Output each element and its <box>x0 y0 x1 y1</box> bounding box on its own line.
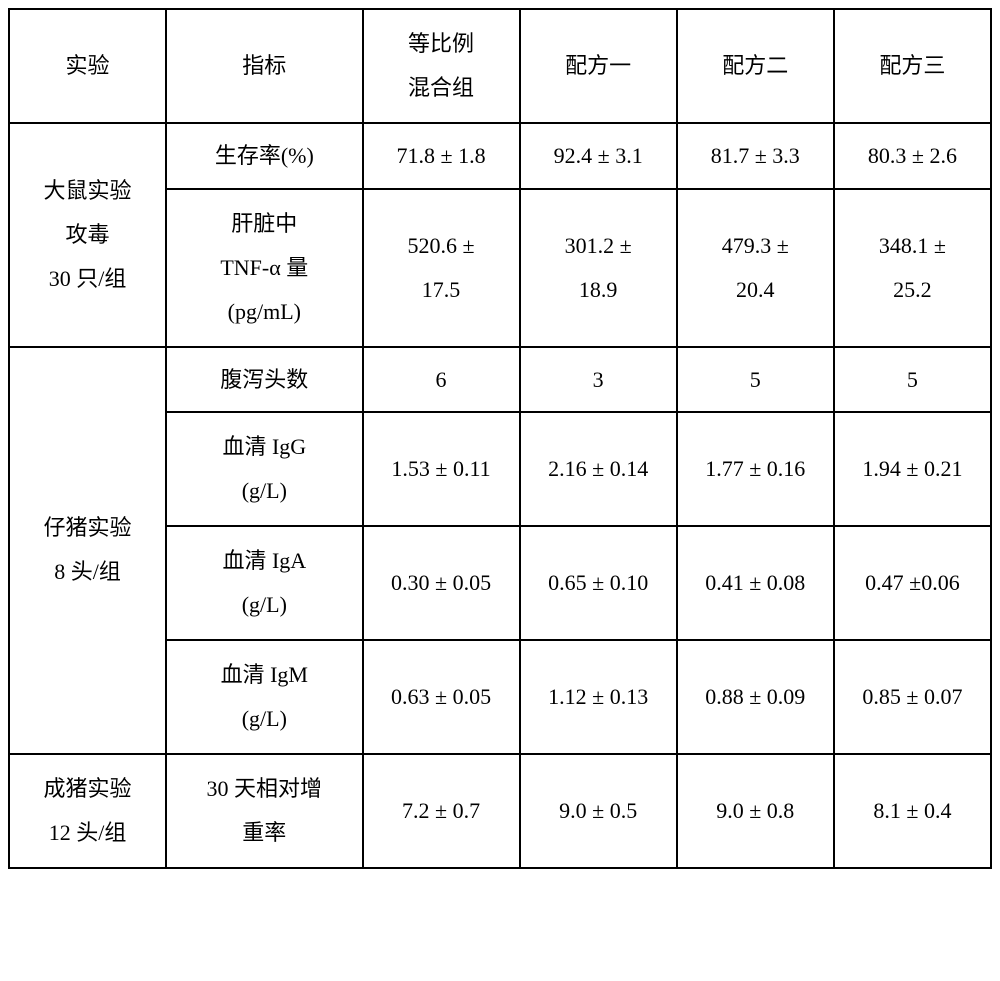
group-adult-pig-label: 成猪实验 12 头/组 <box>9 754 166 868</box>
header-experiment: 实验 <box>9 9 166 123</box>
cell-value: 1.94 ± 0.21 <box>834 412 991 526</box>
label-line: 大鼠实验 <box>44 178 132 203</box>
cell-value: 348.1 ± 25.2 <box>834 189 991 347</box>
value-line: 479.3 ± <box>722 233 789 258</box>
cell-value: 5 <box>677 347 834 413</box>
cell-value: 1.77 ± 0.16 <box>677 412 834 526</box>
value-line: 25.2 <box>893 277 932 302</box>
indicator-igm: 血清 IgM (g/L) <box>166 640 362 754</box>
cell-value: 80.3 ± 2.6 <box>834 123 991 189</box>
indicator-line: (g/L) <box>242 592 287 617</box>
table-row: 成猪实验 12 头/组 30 天相对增 重率 7.2 ± 0.7 9.0 ± 0… <box>9 754 991 868</box>
label-line: 30 只/组 <box>49 266 127 291</box>
cell-value: 7.2 ± 0.7 <box>363 754 520 868</box>
indicator-line: 血清 IgG <box>222 434 306 459</box>
cell-value: 2.16 ± 0.14 <box>520 412 677 526</box>
cell-value: 9.0 ± 0.5 <box>520 754 677 868</box>
header-formula-2: 配方二 <box>677 9 834 123</box>
label-line: 成猪实验 <box>44 776 132 801</box>
header-formula-3: 配方三 <box>834 9 991 123</box>
cell-value: 0.41 ± 0.08 <box>677 526 834 640</box>
indicator-line: (pg/mL) <box>228 299 301 324</box>
value-line: 348.1 ± <box>879 233 946 258</box>
header-formula-1: 配方一 <box>520 9 677 123</box>
value-line: 17.5 <box>422 277 461 302</box>
header-equal-ratio: 等比例 混合组 <box>363 9 520 123</box>
indicator-igg: 血清 IgG (g/L) <box>166 412 362 526</box>
cell-value: 5 <box>834 347 991 413</box>
cell-value: 0.30 ± 0.05 <box>363 526 520 640</box>
label-line: 12 头/组 <box>49 820 127 845</box>
label-line: 8 头/组 <box>54 559 121 584</box>
header-line: 等比例 <box>408 31 474 56</box>
cell-value: 0.85 ± 0.07 <box>834 640 991 754</box>
cell-value: 9.0 ± 0.8 <box>677 754 834 868</box>
indicator-line: 重率 <box>242 820 286 845</box>
cell-value: 301.2 ± 18.9 <box>520 189 677 347</box>
indicator-line: (g/L) <box>242 706 287 731</box>
indicator-tnf: 肝脏中 TNF-α 量 (pg/mL) <box>166 189 362 347</box>
value-line: 520.6 ± <box>408 233 475 258</box>
table-row: 仔猪实验 8 头/组 腹泻头数 6 3 5 5 <box>9 347 991 413</box>
indicator-line: 肝脏中 <box>231 211 297 236</box>
table-row: 大鼠实验 攻毒 30 只/组 生存率(%) 71.8 ± 1.8 92.4 ± … <box>9 123 991 189</box>
header-row: 实验 指标 等比例 混合组 配方一 配方二 配方三 <box>9 9 991 123</box>
experiment-table: 实验 指标 等比例 混合组 配方一 配方二 配方三 大鼠实验 攻毒 30 只/组… <box>8 8 992 869</box>
cell-value: 6 <box>363 347 520 413</box>
indicator-weight-gain: 30 天相对增 重率 <box>166 754 362 868</box>
cell-value: 0.63 ± 0.05 <box>363 640 520 754</box>
header-line: 混合组 <box>408 75 474 100</box>
value-line: 20.4 <box>736 277 775 302</box>
value-line: 18.9 <box>579 277 618 302</box>
indicator-line: (g/L) <box>242 478 287 503</box>
indicator-line: 30 天相对增 <box>207 776 323 801</box>
cell-value: 0.47 ±0.06 <box>834 526 991 640</box>
group-rat-label: 大鼠实验 攻毒 30 只/组 <box>9 123 166 347</box>
label-line: 攻毒 <box>66 222 110 247</box>
header-indicator: 指标 <box>166 9 362 123</box>
cell-value: 3 <box>520 347 677 413</box>
cell-value: 0.65 ± 0.10 <box>520 526 677 640</box>
cell-value: 92.4 ± 3.1 <box>520 123 677 189</box>
label-line: 仔猪实验 <box>44 515 132 540</box>
cell-value: 520.6 ± 17.5 <box>363 189 520 347</box>
cell-value: 81.7 ± 3.3 <box>677 123 834 189</box>
indicator-line: TNF-α 量 <box>220 255 308 280</box>
cell-value: 8.1 ± 0.4 <box>834 754 991 868</box>
indicator-line: 血清 IgA <box>222 548 306 573</box>
indicator-diarrhea: 腹泻头数 <box>166 347 362 413</box>
cell-value: 1.12 ± 0.13 <box>520 640 677 754</box>
cell-value: 1.53 ± 0.11 <box>363 412 520 526</box>
group-piglet-label: 仔猪实验 8 头/组 <box>9 347 166 755</box>
indicator-survival: 生存率(%) <box>166 123 362 189</box>
indicator-iga: 血清 IgA (g/L) <box>166 526 362 640</box>
cell-value: 479.3 ± 20.4 <box>677 189 834 347</box>
cell-value: 71.8 ± 1.8 <box>363 123 520 189</box>
indicator-line: 血清 IgM <box>221 662 308 687</box>
cell-value: 0.88 ± 0.09 <box>677 640 834 754</box>
value-line: 301.2 ± <box>565 233 632 258</box>
